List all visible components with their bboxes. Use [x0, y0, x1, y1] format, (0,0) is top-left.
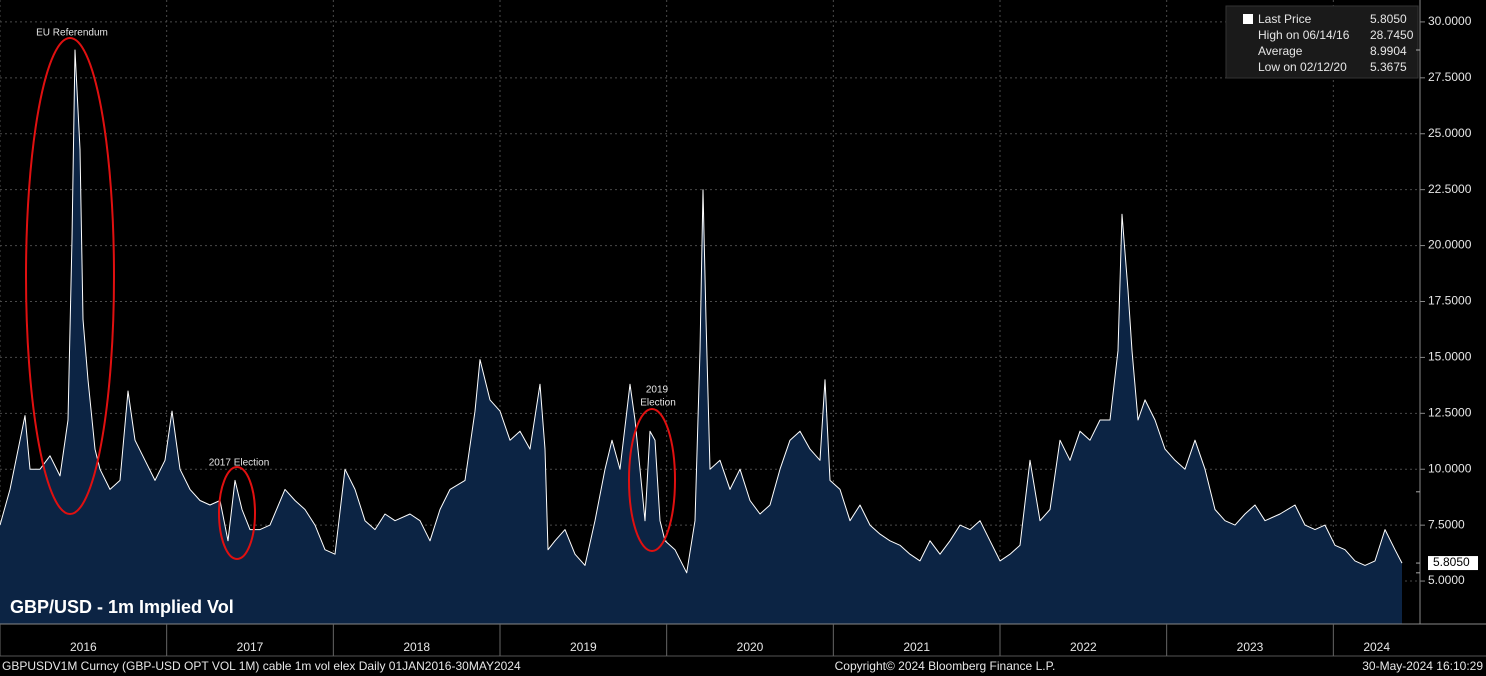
x-tick-label: 2024: [1363, 640, 1390, 654]
y-tick-label: 15.0000: [1428, 350, 1472, 364]
legend-label: Average: [1258, 44, 1303, 58]
footer-center: Copyright© 2024 Bloomberg Finance L.P.: [835, 659, 1056, 673]
legend-value: 5.3675: [1370, 60, 1407, 74]
legend-swatch: [1243, 14, 1253, 24]
x-tick-label: 2021: [903, 640, 930, 654]
legend-value: 28.7450: [1370, 28, 1414, 42]
annotation-ellipse: [25, 37, 115, 515]
x-tick-label: 2023: [1237, 640, 1264, 654]
axes: 5.0000 7.5000 10.0000 12.5000 15.0000 17.5000…: [0, 0, 1486, 657]
x-tick-label: 2016: [70, 640, 97, 654]
line: [0, 49, 1403, 574]
chart-title: GBP/USD - 1m Implied Vol: [10, 597, 234, 617]
footer-left: GBPUSDV1M Curncy (GBP-USD OPT VOL 1M) ca…: [2, 659, 521, 673]
x-tick-label: 2019: [570, 640, 597, 654]
legend-value: 5.8050: [1370, 12, 1407, 26]
footer-right: 30-May-2024 16:10:29: [1362, 659, 1483, 673]
annotation-ellipse: [218, 466, 256, 560]
last-price-label: 5.8050: [1433, 555, 1470, 569]
y-tick-label: 25.0000: [1428, 126, 1472, 140]
annotations: EU Referendum 2017 Election 2019 Electio…: [25, 28, 676, 560]
legend-value: 8.9904: [1370, 44, 1407, 58]
y-tick-label: 20.0000: [1428, 238, 1472, 252]
last-price-box: [1428, 556, 1478, 571]
legend-label: Low on 02/12/20: [1258, 60, 1347, 74]
x-tick-label: 2017: [237, 640, 264, 654]
y-tick-label: 12.5000: [1428, 405, 1472, 419]
legend-label: High on 06/14/16: [1258, 28, 1350, 42]
annotation: 2019: [646, 385, 669, 396]
annotation: EU Referendum: [36, 28, 108, 39]
x-tick-label: 2020: [737, 640, 764, 654]
plot: [0, 49, 1403, 624]
y-tick-label: 5.0000: [1428, 573, 1465, 587]
y-tick-label: 27.5000: [1428, 70, 1472, 84]
y-tick-label: 22.5000: [1428, 182, 1472, 196]
x-tick-label: 2022: [1070, 640, 1097, 654]
y-tick-label: 17.5000: [1428, 294, 1472, 308]
y-tick-label: 10.0000: [1428, 461, 1472, 475]
legend-label: Last Price: [1258, 12, 1312, 26]
annotation: Election: [640, 398, 676, 409]
x-tick-label: 2018: [403, 640, 430, 654]
legend: Last Price 5.8050 High on 06/14/16 28.7450 A…: [1225, 5, 1419, 79]
legend-box: [1225, 5, 1419, 79]
annotation-ellipse: [628, 408, 676, 552]
y-tick-label: 30.0000: [1428, 14, 1472, 28]
y-tick-label: 7.5000: [1428, 517, 1465, 531]
annotation: 2017 Election: [209, 458, 270, 469]
